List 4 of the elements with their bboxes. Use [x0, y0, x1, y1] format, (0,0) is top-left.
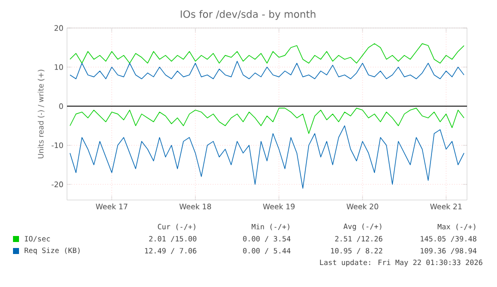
chart-title: IOs for /dev/sda - by month: [180, 10, 316, 20]
line-series: [70, 60, 464, 80]
line-series: [70, 108, 464, 134]
line-series: [70, 43, 464, 64]
